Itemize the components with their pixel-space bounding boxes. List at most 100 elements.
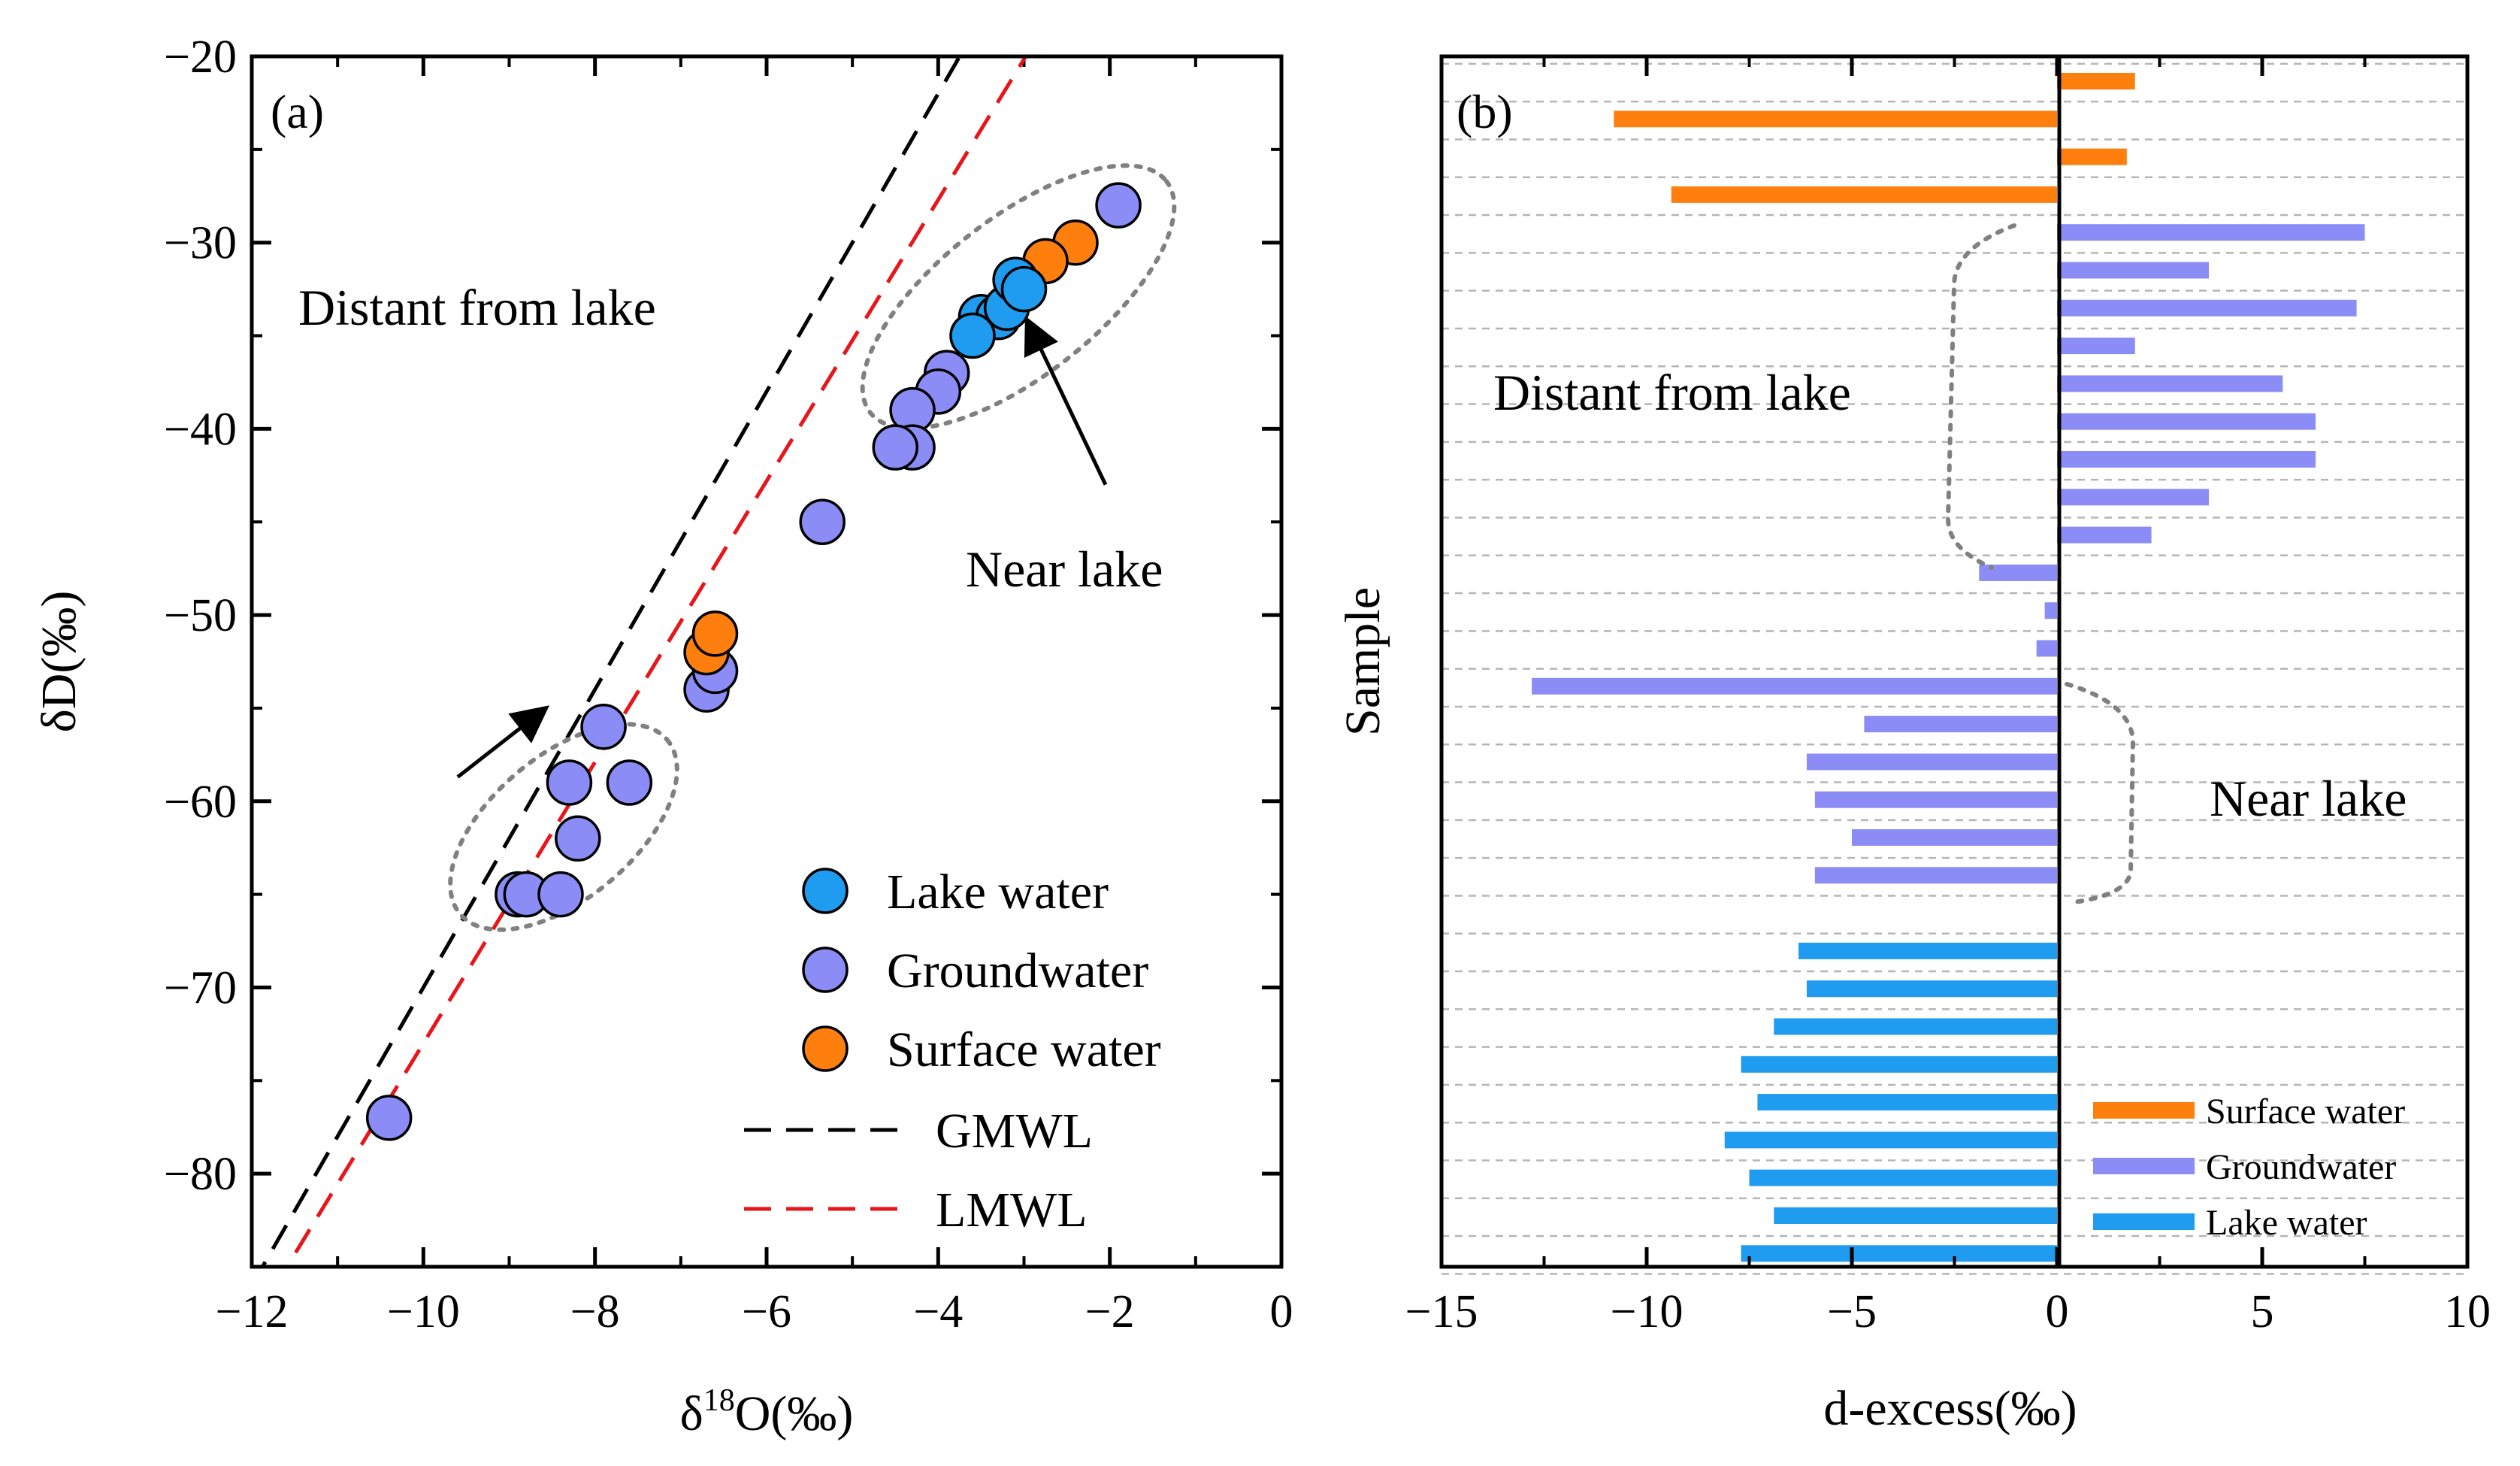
panel-a-label: (a): [271, 85, 324, 138]
legend-lmwl-label: LMWL: [936, 1183, 1088, 1237]
bar-g6: [2057, 413, 2316, 430]
panel-a-points: [365, 182, 1142, 1141]
panel-a-y-tick-label: −80: [164, 1149, 237, 1200]
annotation-arrow: [1024, 316, 1108, 486]
near-lake-label-a: Near lake: [966, 541, 1163, 598]
panel-a-y-tick-label: −60: [164, 777, 237, 828]
bar-l4: [1741, 1056, 2057, 1073]
bar-g9: [2057, 526, 2152, 544]
panel-a-legend: Lake water Groundwater Surface water GMW…: [744, 865, 1161, 1237]
panel-b-bar-chart: −15 −10 −5 0 5 10 (b) Distant from lake Near …: [1336, 54, 2491, 1436]
panel-a-x-tick-label: −6: [742, 1286, 791, 1337]
bar-g1: [2057, 224, 2365, 241]
bar-s3: [2057, 148, 2127, 165]
distant-from-lake-label-b: Distant from lake: [1493, 364, 1851, 421]
panel-a-x-tick-label: −2: [1085, 1286, 1135, 1337]
panel-a-water-lines: [260, 56, 1028, 1267]
lake-water-point: [949, 312, 996, 359]
panel-a-x-axis-title: δ18O(‰): [680, 1383, 854, 1441]
bar-g17: [1852, 829, 2057, 846]
panel-a-ticks: −12 −10 −8 −6 −4 −2 0−80−70−60−50−40−30−20: [164, 32, 1293, 1337]
gmwl-line: [260, 56, 962, 1267]
groundwater-point: [799, 498, 846, 545]
legend-surface-water-marker: [802, 1025, 849, 1072]
near-group-bracket: [2065, 682, 2136, 904]
bar-g15: [1806, 753, 2057, 771]
groundwater-point: [872, 424, 918, 471]
bar-l3: [1774, 1018, 2057, 1035]
panel-a-x-tick-label: −10: [387, 1286, 460, 1337]
groundwater-point: [546, 759, 593, 806]
panel-b-bars: [1532, 73, 2365, 1262]
legend-b-groundwater-label: Groundwater: [2206, 1147, 2396, 1187]
bar-s1: [2057, 73, 2135, 89]
lmwl-line: [284, 56, 1028, 1267]
panel-a-y-tick-label: −40: [164, 404, 237, 455]
panel-a-y-tick-label: −50: [164, 590, 237, 641]
near-lake-label-b: Near lake: [2210, 770, 2407, 827]
groundwater-point: [365, 1095, 413, 1141]
distant-from-lake-label-a: Distant from lake: [298, 279, 656, 336]
panel-b-x-tick-label: 0: [2046, 1286, 2069, 1337]
bar-g4: [2057, 338, 2135, 355]
panel-a-scatter: −12 −10 −8 −6 −4 −2 0−80−70−60−50−40−30−20 (a)…: [32, 32, 1293, 1441]
legend-b-surface-water-swatch: [2093, 1102, 2195, 1119]
bar-l7: [1749, 1169, 2057, 1186]
bar-g8: [2057, 489, 2210, 506]
groundwater-point: [580, 703, 627, 750]
panel-b-x-tick-label: −5: [1827, 1286, 1877, 1337]
bar-g5: [2057, 375, 2283, 392]
panel-b-label: (b): [1457, 85, 1513, 138]
panel-a-y-tick-label: −20: [164, 32, 237, 83]
bar-g13: [1532, 677, 2057, 695]
legend-lake-water-marker: [802, 868, 849, 914]
bar-g14: [1864, 716, 2057, 733]
panel-a-y-tick-label: −70: [164, 962, 237, 1013]
bar-s2: [1614, 111, 2057, 128]
bar-l8: [1774, 1207, 2057, 1224]
near-lake-cluster-outline: [860, 163, 1177, 431]
legend-b-groundwater-swatch: [2093, 1158, 2195, 1174]
panel-a-y-axis-title: δD(‰): [32, 591, 86, 733]
panel-a-x-tick-label: −4: [913, 1286, 963, 1337]
lake-water-point: [1000, 265, 1048, 313]
panel-b-gridlines: [1442, 62, 2467, 1275]
annotation-arrow: [456, 705, 550, 779]
panel-b-x-tick-label: 10: [2444, 1286, 2491, 1337]
legend-groundwater-marker: [802, 947, 849, 993]
bar-g16: [1814, 791, 2057, 808]
legend-b-lake-water-swatch: [2093, 1213, 2195, 1230]
distant-group-bracket: [1945, 223, 2016, 570]
panel-b-legend: Surface water Groundwater Lake water: [2093, 1092, 2405, 1243]
groundwater-point: [555, 815, 601, 862]
groundwater-point: [537, 871, 584, 918]
panel-a-arrows: [456, 316, 1108, 779]
bar-s4: [1671, 186, 2057, 203]
groundwater-point: [1095, 182, 1142, 229]
panel-b-x-tick-label: −10: [1611, 1286, 1684, 1337]
panel-b-y-axis-title: Sample: [1336, 587, 1390, 736]
panel-a-x-tick-label: −8: [570, 1286, 620, 1337]
bar-g11: [2044, 602, 2057, 619]
panel-b-x-tick-label: −15: [1405, 1286, 1478, 1337]
legend-gmwl-label: GMWL: [936, 1104, 1093, 1159]
bar-l2: [1806, 980, 2057, 998]
groundwater-point: [606, 759, 653, 806]
panel-a-x-tick-label: −12: [216, 1286, 289, 1337]
legend-surface-water-label: Surface water: [887, 1022, 1161, 1077]
bar-g18: [1814, 867, 2057, 884]
distant-cluster-outline: [448, 722, 679, 932]
legend-b-surface-water-label: Surface water: [2206, 1092, 2405, 1131]
panel-a-frame: [250, 54, 1284, 1269]
bar-l1: [1798, 942, 2057, 959]
legend-lake-water-label: Lake water: [887, 865, 1109, 919]
legend-b-lake-water-label: Lake water: [2206, 1203, 2367, 1243]
bar-g7: [2057, 451, 2316, 468]
bar-g2: [2057, 262, 2210, 279]
panel-a-x-tick-label: 0: [1270, 1286, 1293, 1337]
bar-g3: [2057, 299, 2357, 317]
legend-groundwater-label: Groundwater: [887, 944, 1148, 998]
panel-b-x-axis-title: d-excess(‰): [1823, 1381, 2077, 1436]
bar-l9: [1741, 1245, 2057, 1262]
